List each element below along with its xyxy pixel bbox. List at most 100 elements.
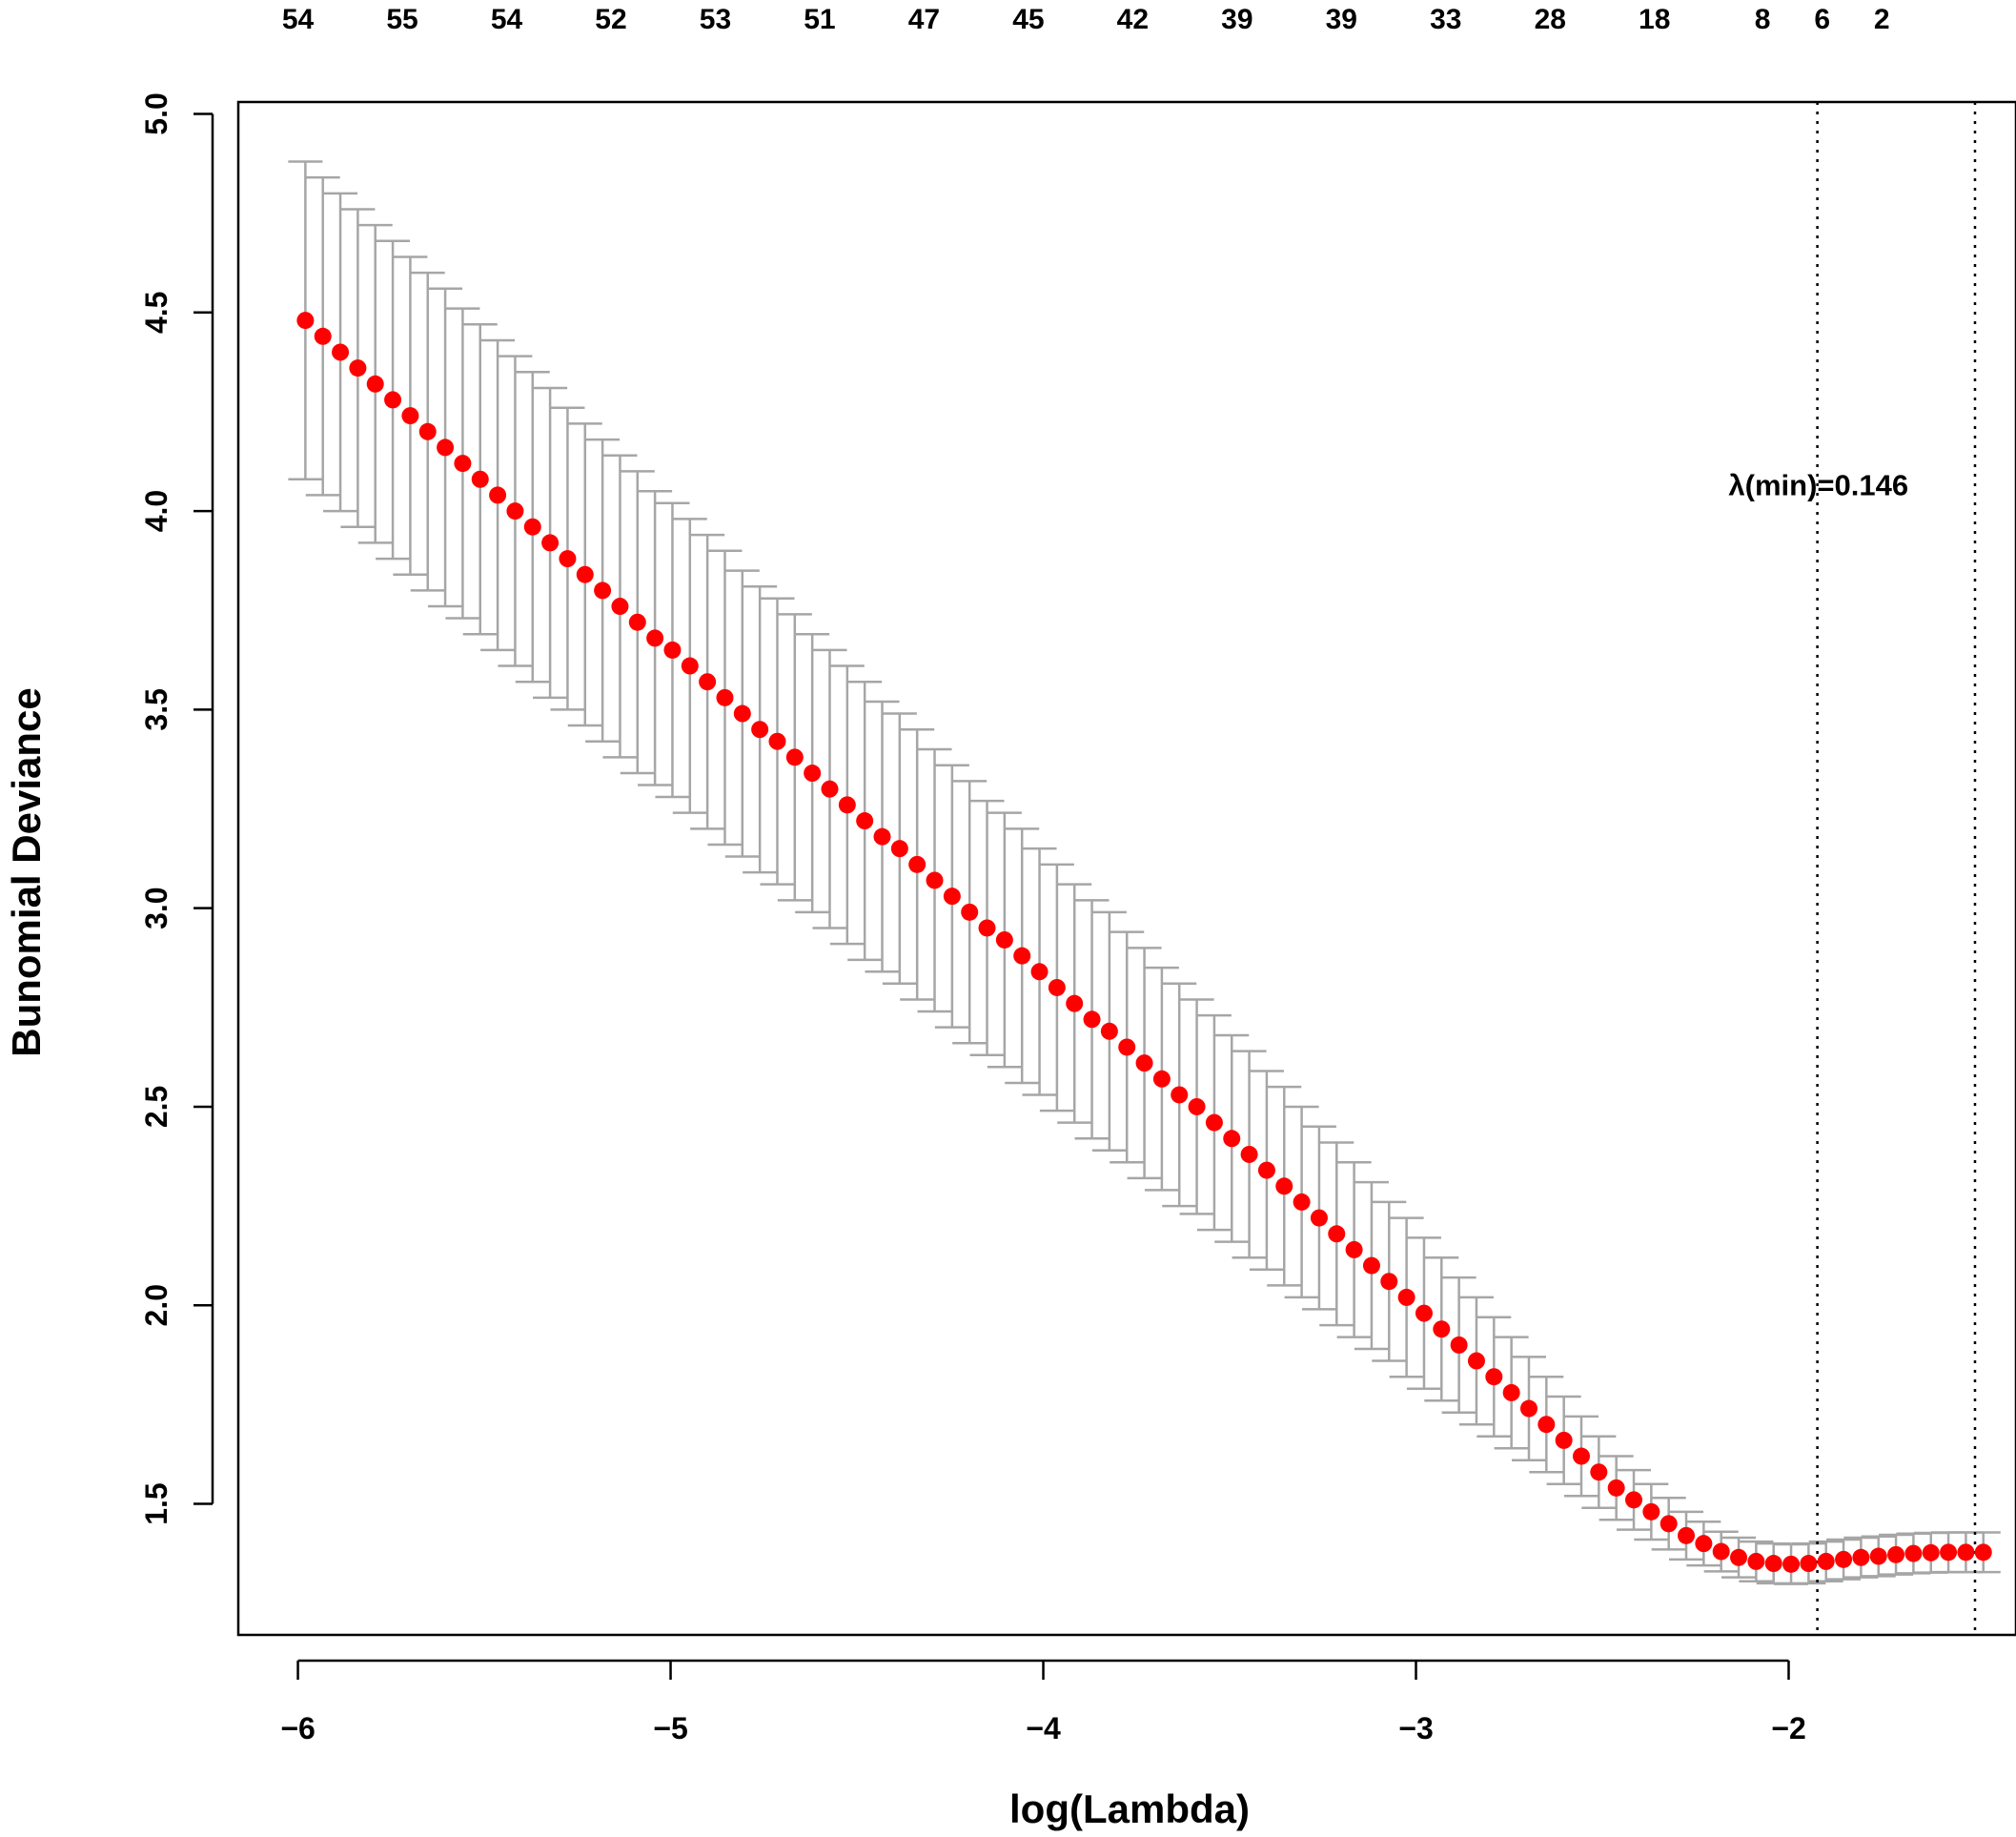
- deviance-point: [1275, 1177, 1293, 1195]
- deviance-point: [1747, 1552, 1765, 1570]
- deviance-point: [594, 582, 612, 600]
- top-axis-label: 33: [1430, 4, 1461, 35]
- deviance-point: [1869, 1547, 1887, 1565]
- deviance-point: [873, 827, 891, 846]
- deviance-point: [418, 422, 437, 440]
- x-tick-label: −3: [1398, 1711, 1433, 1745]
- deviance-point: [628, 613, 646, 631]
- deviance-point: [489, 486, 507, 504]
- deviance-point: [1362, 1256, 1380, 1275]
- x-tick-label: −2: [1771, 1711, 1805, 1745]
- deviance-point: [856, 812, 874, 830]
- top-axis-label: 42: [1117, 4, 1149, 35]
- deviance-point: [1537, 1416, 1556, 1434]
- deviance-point: [768, 732, 786, 750]
- deviance-point: [1660, 1515, 1678, 1533]
- deviance-point: [1240, 1145, 1258, 1163]
- deviance-point: [1572, 1447, 1590, 1465]
- deviance-point: [1380, 1273, 1398, 1291]
- deviance-point: [1555, 1431, 1573, 1449]
- top-axis-label: 54: [282, 4, 315, 35]
- deviance-point: [611, 598, 629, 616]
- top-axis: 54 55 54 52 53 51 47 45 42 39 39 33 28 18 8 6 2: [282, 4, 1890, 35]
- deviance-point: [349, 359, 367, 378]
- deviance-point: [454, 455, 472, 473]
- deviance-point: [1013, 947, 1031, 965]
- deviance-point: [961, 903, 979, 921]
- top-axis-label: 47: [908, 4, 940, 35]
- deviance-point: [890, 840, 908, 858]
- deviance-point: [1118, 1038, 1136, 1056]
- deviance-point: [1502, 1383, 1520, 1401]
- top-axis-label: 55: [386, 4, 417, 35]
- deviance-point: [1048, 978, 1066, 996]
- deviance-point: [699, 673, 717, 691]
- deviance-point: [506, 502, 524, 520]
- deviance-point: [1467, 1352, 1485, 1370]
- deviance-point: [366, 375, 384, 393]
- deviance-point: [1310, 1209, 1328, 1227]
- deviance-point: [716, 688, 734, 706]
- top-axis-label: 6: [1814, 4, 1830, 35]
- deviance-point: [821, 780, 839, 798]
- point-layer: [296, 312, 1992, 1573]
- deviance-point: [1257, 1161, 1275, 1179]
- deviance-point: [995, 930, 1013, 949]
- top-axis-label: 28: [1535, 4, 1566, 35]
- top-axis-label: 2: [1874, 4, 1890, 35]
- deviance-point: [401, 407, 419, 425]
- deviance-point: [1066, 994, 1084, 1012]
- deviance-point: [1223, 1130, 1241, 1148]
- y-axis: 1.5 2.0 2.5 3.0 3.5 4.0 4.5 5.0: [139, 92, 214, 1525]
- top-axis-label: 45: [1012, 4, 1044, 35]
- deviance-point: [1712, 1542, 1730, 1561]
- x-tick-label: −5: [653, 1711, 687, 1745]
- top-axis-label: 54: [491, 4, 523, 35]
- lambda-min-annotation: λ(min)=0.146: [1728, 468, 1908, 501]
- deviance-point: [1678, 1526, 1696, 1544]
- deviance-point: [838, 796, 856, 814]
- y-tick-label: 1.5: [139, 1482, 173, 1524]
- deviance-point: [943, 888, 961, 906]
- deviance-point: [908, 855, 927, 873]
- x-axis-title: log(Lambda): [1009, 1786, 1250, 1831]
- deviance-point: [559, 550, 577, 568]
- deviance-point: [926, 871, 944, 889]
- top-axis-label: 18: [1639, 4, 1670, 35]
- deviance-point: [1135, 1054, 1153, 1072]
- deviance-point: [471, 470, 489, 488]
- deviance-point: [1152, 1070, 1171, 1088]
- deviance-point: [1957, 1543, 1975, 1561]
- deviance-point: [646, 629, 664, 647]
- deviance-point: [384, 391, 402, 409]
- deviance-point: [1607, 1479, 1625, 1497]
- deviance-point: [1852, 1548, 1870, 1566]
- deviance-point: [785, 748, 804, 766]
- deviance-point: [1030, 963, 1049, 981]
- deviance-point: [1083, 1010, 1101, 1029]
- deviance-point: [978, 919, 996, 937]
- top-axis-label: 51: [804, 4, 835, 35]
- deviance-point: [1974, 1543, 1992, 1561]
- deviance-point: [1590, 1463, 1608, 1481]
- deviance-point: [1328, 1225, 1346, 1243]
- deviance-point: [1887, 1545, 1905, 1563]
- deviance-point: [1835, 1550, 1853, 1568]
- top-axis-label: 52: [595, 4, 626, 35]
- deviance-point: [1764, 1555, 1782, 1573]
- x-axis: −6 −5 −4 −3 −2: [280, 1659, 1806, 1745]
- deviance-point: [1293, 1193, 1311, 1211]
- deviance-point: [541, 534, 560, 552]
- deviance-point: [576, 565, 594, 583]
- x-tick-label: −6: [280, 1711, 315, 1745]
- deviance-point: [1642, 1502, 1660, 1521]
- deviance-point: [1904, 1544, 1923, 1562]
- deviance-point: [663, 641, 682, 659]
- deviance-point: [1433, 1320, 1451, 1338]
- deviance-point: [1730, 1548, 1748, 1566]
- deviance-point: [1171, 1086, 1189, 1104]
- deviance-point: [1450, 1336, 1468, 1354]
- plot-frame: [236, 100, 2016, 1637]
- deviance-point: [1415, 1304, 1433, 1322]
